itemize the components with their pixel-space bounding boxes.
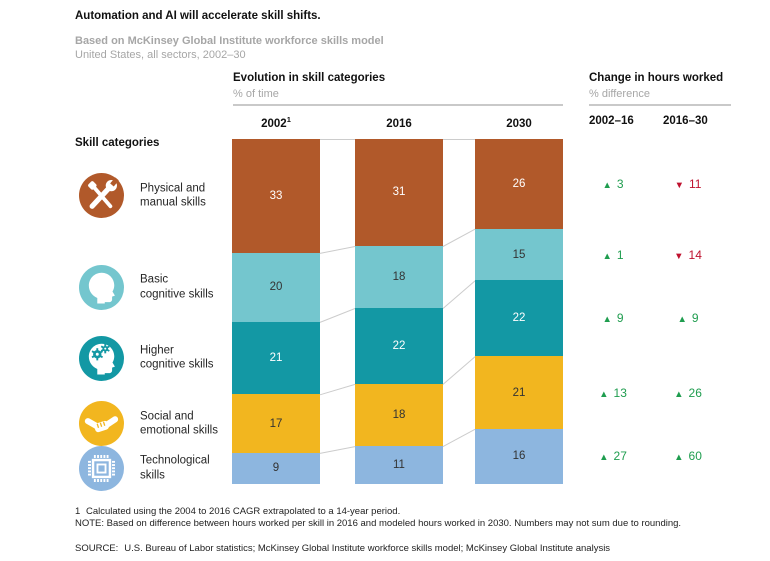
stacked-bars-area: 33 20 21 17 9 31 18 22 18 11 26 15 22 21 16 <box>232 139 563 484</box>
segment-value: 20 <box>269 281 283 294</box>
change-value: 1 <box>616 247 624 262</box>
up-triangle-icon: ▲ <box>599 388 609 400</box>
segment-value: 18 <box>392 270 406 283</box>
change-cell: ▼ 11 <box>675 177 702 191</box>
segment-value: 16 <box>512 450 526 463</box>
change-cell: ▲ 60 <box>674 449 702 463</box>
segment-value: 22 <box>392 339 406 352</box>
bar-segment: 17 <box>232 394 320 453</box>
up-triangle-icon: ▲ <box>677 314 687 326</box>
bar-2002: 33 20 21 17 9 <box>232 139 320 484</box>
bar-segment: 20 <box>232 252 320 322</box>
exhibit-subtitle-scope: United States, all sectors, 2002–30 <box>75 49 246 61</box>
evolution-section-unit: % of time <box>233 88 279 100</box>
bar-segment: 18 <box>355 383 443 447</box>
change-cell: ▲ 9 <box>677 311 698 325</box>
tools-icon <box>79 173 124 219</box>
footnote-1: 1 Calculated using the 2004 to 2016 CAGR … <box>75 506 400 517</box>
category-label: Basic cognitive skills <box>140 273 214 301</box>
change-cell: ▲ 3 <box>602 177 623 191</box>
period-label-2016-30: 2016–30 <box>663 115 708 127</box>
change-section-unit: % difference <box>589 88 650 100</box>
bar-segment: 21 <box>232 321 320 395</box>
segment-value: 21 <box>512 386 526 399</box>
change-cell: ▲ 1 <box>602 248 623 262</box>
bar-segment: 31 <box>355 139 443 246</box>
change-value: 9 <box>691 311 699 326</box>
up-triangle-icon: ▲ <box>602 179 612 191</box>
change-value: 14 <box>688 247 702 262</box>
change-value: 27 <box>613 449 627 464</box>
bar-segment: 22 <box>475 280 563 357</box>
category-label: Higher cognitive skills <box>140 344 214 372</box>
change-value: 9 <box>616 311 624 326</box>
category-label: Technological skills <box>140 455 210 482</box>
evolution-section-rule <box>233 104 563 106</box>
change-cell: ▲ 27 <box>599 449 627 463</box>
head-icon <box>79 264 124 310</box>
bar-segment: 22 <box>355 308 443 384</box>
exhibit-title: Automation and AI will accelerate skill … <box>75 10 321 22</box>
note-line: NOTE: Based on difference between hours … <box>75 518 682 529</box>
segment-value: 18 <box>392 408 406 421</box>
segment-value: 21 <box>269 352 283 365</box>
period-label-2002-16: 2002–16 <box>589 115 634 127</box>
down-triangle-icon: ▼ <box>674 250 684 262</box>
handshake-icon <box>79 401 124 447</box>
up-triangle-icon: ▲ <box>674 452 684 464</box>
year-label-2002: 20021 <box>261 115 291 130</box>
exhibit-subtitle-model: Based on McKinsey Global Institute workf… <box>75 35 384 47</box>
source-text: U.S. Bureau of Labor statistics; McKinse… <box>124 543 611 554</box>
segment-value: 15 <box>512 248 526 261</box>
up-triangle-icon: ▲ <box>602 250 612 262</box>
up-triangle-icon: ▲ <box>602 314 612 326</box>
source-label: SOURCE: <box>75 543 119 554</box>
category-label: Physical and manual skills <box>140 182 206 209</box>
change-cell: ▲ 9 <box>602 311 623 325</box>
bar-segment: 33 <box>232 139 320 253</box>
bar-segment: 9 <box>232 452 320 484</box>
change-section-rule <box>589 104 731 106</box>
segment-value: 9 <box>272 462 280 475</box>
bar-segment: 16 <box>475 428 563 484</box>
bar-segment: 11 <box>355 446 443 484</box>
year-label-2030: 2030 <box>506 117 532 130</box>
change-value: 3 <box>616 176 624 191</box>
segment-value: 26 <box>512 177 526 190</box>
up-triangle-icon: ▲ <box>599 452 609 464</box>
skill-categories-heading: Skill categories <box>75 137 160 149</box>
segment-value: 33 <box>269 189 283 202</box>
segment-value: 22 <box>512 312 526 325</box>
change-value: 60 <box>688 449 702 464</box>
year-label-2016: 2016 <box>386 117 412 130</box>
down-triangle-icon: ▼ <box>674 179 684 191</box>
up-triangle-icon: ▲ <box>674 388 684 400</box>
footnote-marker: 1 <box>75 506 81 517</box>
change-cell: ▲ 26 <box>674 386 702 400</box>
segment-value: 11 <box>393 458 405 471</box>
evolution-section-title: Evolution in skill categories <box>233 72 386 84</box>
segment-value: 17 <box>269 417 283 430</box>
source-line: SOURCE: U.S. Bureau of Labor statistics; … <box>75 543 610 554</box>
head-gears-icon <box>79 335 124 381</box>
category-label: Social and emotional skills <box>140 410 218 437</box>
change-value: 13 <box>613 385 627 400</box>
bar-2030: 26 15 22 21 16 <box>475 139 563 484</box>
segment-value: 31 <box>392 186 406 199</box>
bar-segment: 26 <box>475 139 563 229</box>
chip-icon <box>79 445 124 491</box>
change-cell: ▼ 14 <box>674 248 702 262</box>
bar-segment: 21 <box>475 356 563 429</box>
change-value: 11 <box>688 176 702 191</box>
bar-segment: 15 <box>475 228 563 281</box>
footnote-text: Calculated using the 2004 to 2016 CAGR e… <box>86 506 401 517</box>
change-section-title: Change in hours worked <box>589 72 724 84</box>
bar-segment: 18 <box>355 245 443 309</box>
change-cell: ▲ 13 <box>599 386 627 400</box>
change-value: 26 <box>688 385 702 400</box>
bar-2016: 31 18 22 18 11 <box>355 139 443 484</box>
